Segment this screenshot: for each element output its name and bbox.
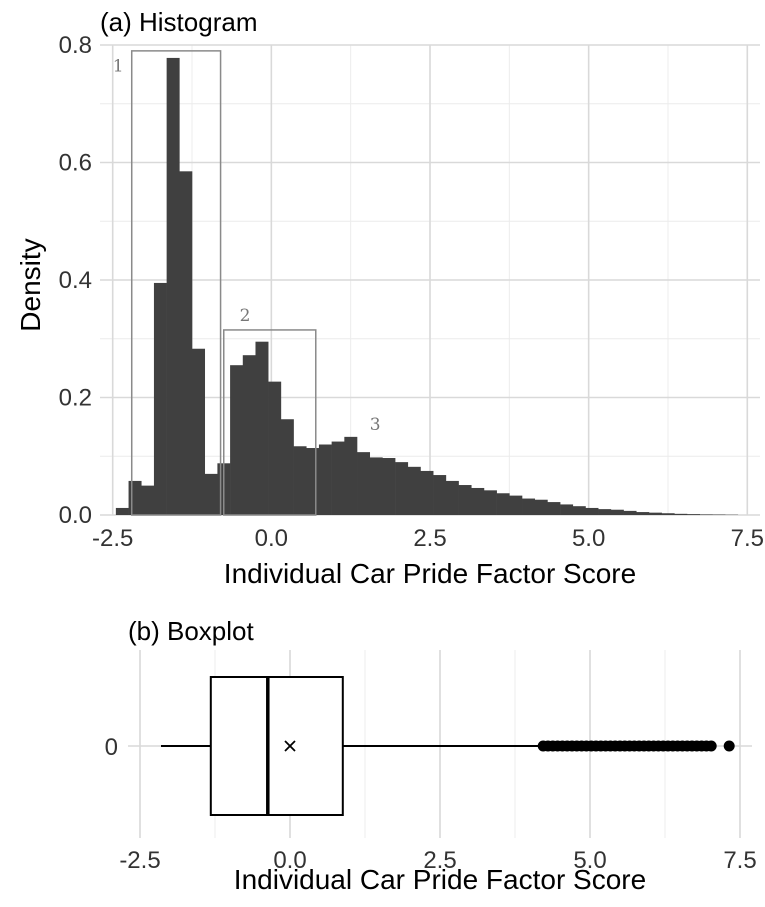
histogram-bar	[610, 509, 624, 515]
histogram-bar	[433, 475, 447, 515]
region-label-3: 3	[370, 415, 381, 435]
x-tick-label: 2.5	[413, 525, 446, 552]
x-tick-label: 7.5	[723, 847, 756, 874]
histogram-bar	[648, 512, 662, 515]
region-label-1: 1	[113, 56, 124, 76]
x-tick-label: -2.5	[119, 847, 160, 874]
histogram-bar	[623, 510, 637, 515]
histogram-bar	[687, 514, 701, 515]
histogram-bar	[268, 381, 282, 515]
histogram-bar	[293, 446, 307, 515]
interquartile-box	[209, 676, 344, 816]
histogram-bar	[598, 509, 612, 515]
x-tick-label: 0.0	[255, 525, 288, 552]
histogram-bar	[483, 490, 497, 515]
histogram-bar	[699, 514, 713, 515]
histogram-bar	[471, 487, 485, 515]
histogram-bar	[331, 441, 345, 515]
x-tick-label: 5.0	[573, 847, 606, 874]
histogram-bar	[255, 341, 269, 515]
histogram-bar	[280, 419, 294, 515]
boxplot-x-tick-labels: -2.5 0.0 2.5 5.0 7.5	[119, 847, 756, 874]
histogram-bar	[115, 507, 129, 515]
histogram-bar	[572, 506, 586, 515]
histogram-bar	[534, 499, 548, 515]
outlier-point	[723, 740, 735, 752]
histogram-bar	[192, 348, 206, 515]
histogram-bar	[420, 470, 434, 515]
histogram-bar	[306, 448, 320, 515]
histogram-bar	[128, 480, 142, 515]
histogram-bar	[179, 171, 193, 515]
histogram-bar	[344, 436, 358, 515]
outlier-point	[705, 740, 717, 752]
y-tick-label: 0.2	[59, 385, 92, 412]
histogram-bar	[547, 502, 561, 515]
histogram-y-axis-title: Density	[15, 238, 46, 331]
histogram-bar	[585, 507, 599, 515]
histogram-bar	[661, 513, 675, 515]
y-tick-label: 0.8	[59, 32, 92, 59]
histogram-bar	[369, 457, 383, 515]
histogram-bar	[522, 498, 536, 515]
region-box-2	[223, 329, 317, 516]
boxplot-box	[161, 676, 542, 816]
histogram-bar	[242, 355, 256, 515]
y-tick-label: 0.6	[59, 150, 92, 177]
histogram-bar	[674, 513, 688, 515]
mean-marker	[284, 740, 296, 752]
histogram-bar	[141, 485, 155, 515]
histogram-grid	[100, 44, 760, 516]
region-label-2: 2	[240, 306, 251, 326]
boxplot-title: (b) Boxplot	[128, 616, 254, 646]
boxplot-x-axis-title: Individual Car Pride Factor Score	[234, 864, 646, 895]
y-tick-label: 0.0	[59, 502, 92, 529]
histogram-bar	[230, 365, 244, 515]
histogram-y-tick-labels: 0.0 0.2 0.4 0.6 0.8	[59, 32, 92, 529]
histogram-x-axis-title: Individual Car Pride Factor Score	[224, 558, 636, 589]
histogram-bar	[204, 473, 218, 515]
histogram-bar	[382, 458, 396, 515]
region-box-1	[130, 50, 222, 516]
histogram-x-tick-labels: -2.5 0.0 2.5 5.0 7.5	[92, 525, 764, 552]
x-tick-label: -2.5	[92, 525, 133, 552]
histogram-bar	[395, 462, 409, 515]
histogram-annotations: 1 2 3	[113, 50, 381, 516]
histogram-bar	[153, 282, 167, 515]
histogram-bar	[407, 466, 421, 515]
x-tick-label: 2.5	[423, 847, 456, 874]
histogram-bar	[636, 512, 650, 515]
histogram-bar	[496, 493, 510, 515]
histogram-bar	[560, 504, 574, 515]
histogram-bar	[318, 444, 332, 515]
boxplot-outliers	[537, 740, 735, 752]
histogram-bar	[458, 485, 472, 515]
histogram-bar	[357, 452, 371, 515]
boxplot-panel: (b) Boxplot 0 -2.5 0.0 2.5 5.0 7.5 Individua…	[105, 616, 757, 895]
x-tick-label: 7.5	[731, 525, 764, 552]
y-tick-label: 0.4	[59, 267, 92, 294]
histogram-bar	[509, 495, 523, 515]
x-tick-label: 5.0	[572, 525, 605, 552]
histogram-title: (a) Histogram	[100, 7, 257, 37]
x-tick-label: 0.0	[273, 847, 306, 874]
boxplot-category-label: 0	[105, 734, 118, 761]
histogram-bar	[166, 57, 180, 516]
histogram-bar	[445, 480, 459, 515]
histogram-panel: (a) Histogram 123 0.00.20.40.60.8 -2.5 0.…	[15, 7, 764, 589]
histogram-bars	[115, 57, 739, 516]
